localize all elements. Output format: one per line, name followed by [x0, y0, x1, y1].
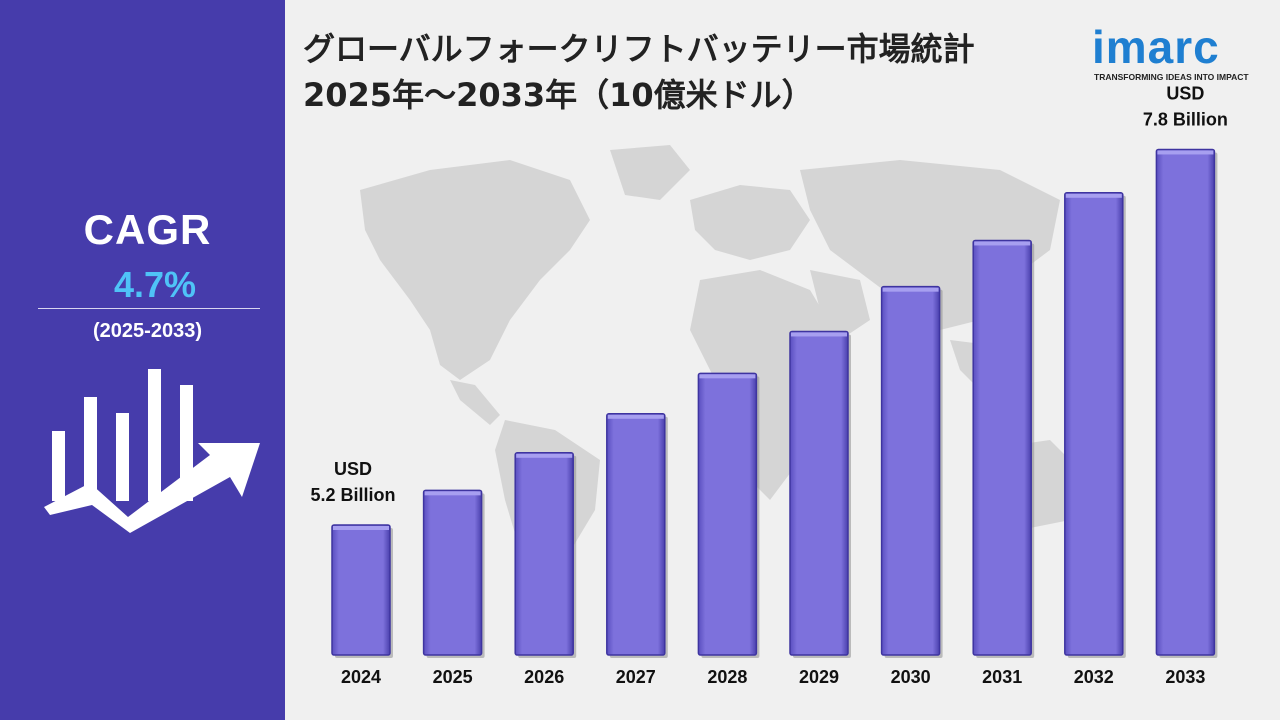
bar-top-2030: [882, 287, 939, 292]
data-label-2024-value: 5.2 Billion: [310, 485, 395, 505]
bar-top-2029: [791, 332, 847, 337]
x-tick-label-2032: 2032: [1074, 667, 1114, 687]
bar-2030: [880, 285, 941, 656]
bar-2024: [331, 524, 391, 656]
left-panel: CAGR 4.7% (2025-2033): [0, 0, 285, 720]
bar-2025: [422, 489, 483, 656]
x-tick-label-2027: 2027: [616, 667, 656, 687]
bar-top-2027: [607, 414, 664, 419]
x-tick-label-2033: 2033: [1165, 667, 1205, 687]
x-tick-label-2029: 2029: [799, 667, 839, 687]
cagr-value: 4.7%: [113, 264, 197, 305]
logo-text: imarc: [1092, 21, 1220, 73]
bar-2032: [1064, 192, 1124, 656]
bar-top-2024: [333, 526, 389, 530]
data-label-2024-currency: USD: [334, 459, 372, 479]
chart-title: グローバルフォークリフトバッテリー市場統計 2025年～2033年（10億米ドル…: [303, 30, 975, 114]
bar-2027: [606, 413, 666, 656]
cagr-divider: [38, 308, 260, 309]
bar-2031: [972, 239, 1032, 656]
bar-2026: [514, 452, 574, 656]
x-tick-label-2031: 2031: [982, 667, 1022, 687]
bar-top-2033: [1157, 150, 1214, 155]
bar-2028: [697, 372, 758, 656]
data-label-2033-value: 7.8 Billion: [1143, 109, 1228, 129]
bar-top-2028: [699, 374, 756, 379]
growth-chart-icon: [44, 369, 260, 533]
x-tick-label-2026: 2026: [524, 667, 564, 687]
bar-top-2026: [516, 453, 573, 458]
cagr-period: (2025-2033): [93, 320, 202, 342]
cagr-label: CAGR: [83, 206, 212, 253]
x-tick-label-2028: 2028: [707, 667, 747, 687]
bar-top-2032: [1065, 193, 1122, 198]
x-tick-label-2030: 2030: [891, 667, 931, 687]
x-tick-label-2024: 2024: [341, 667, 381, 687]
bar-top-2025: [424, 491, 481, 496]
logo-tagline: TRANSFORMING IDEAS INTO IMPACT: [1094, 72, 1249, 82]
bar-2029: [789, 330, 849, 656]
bar-top-2031: [974, 241, 1031, 246]
imarc-logo: imarc TRANSFORMING IDEAS INTO IMPACT: [1092, 10, 1264, 86]
bar-2033: [1155, 148, 1216, 656]
data-label-2033-currency: USD: [1166, 83, 1204, 103]
x-tick-label-2025: 2025: [433, 667, 473, 687]
